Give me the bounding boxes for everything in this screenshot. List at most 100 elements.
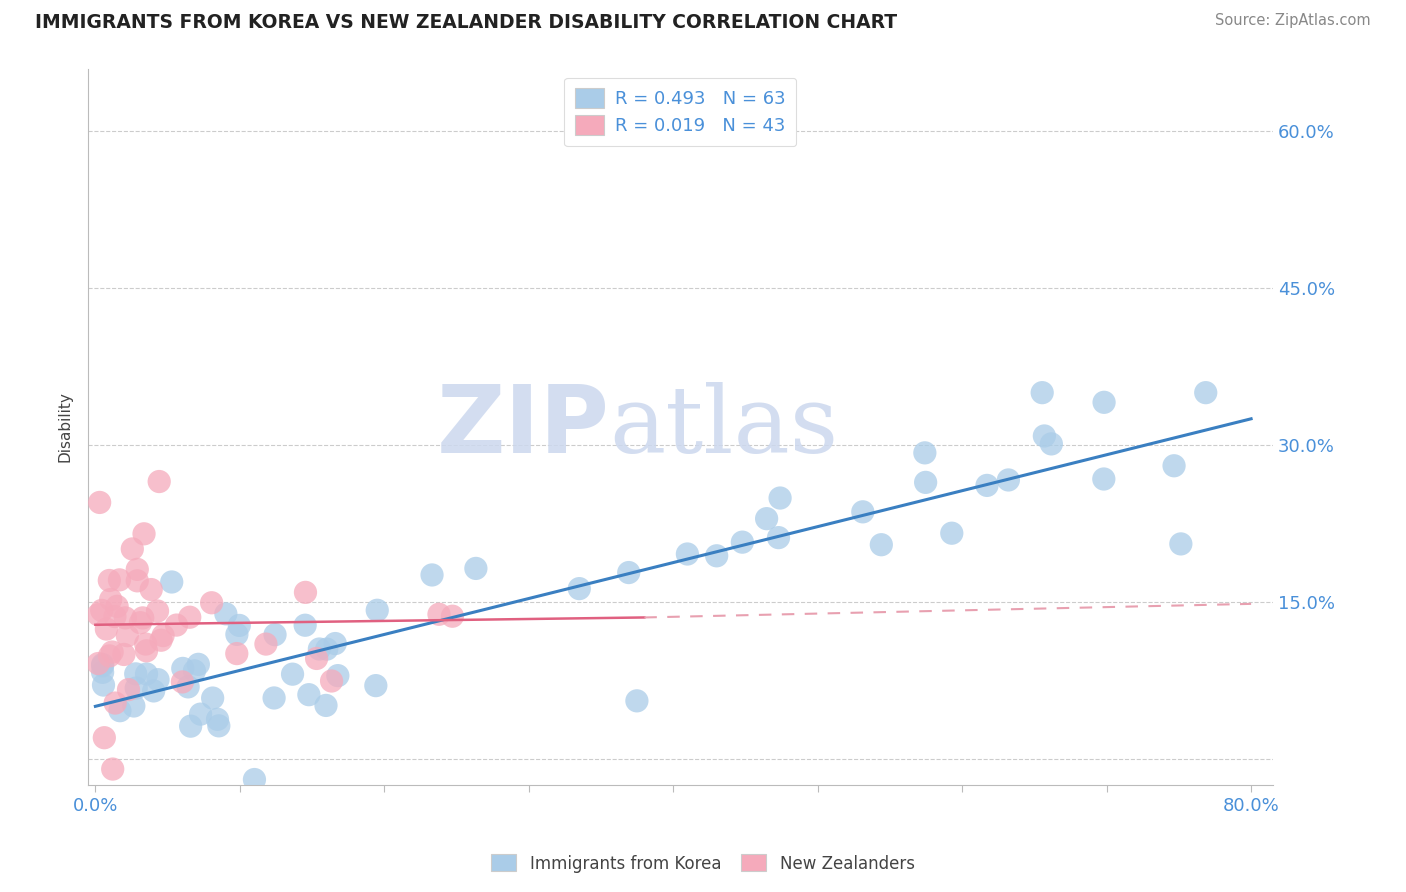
Point xyxy=(914,475,936,490)
Point xyxy=(105,599,128,614)
Point xyxy=(254,637,277,651)
Point xyxy=(127,562,149,576)
Point xyxy=(127,574,149,588)
Point xyxy=(104,696,127,710)
Point xyxy=(90,603,112,617)
Point xyxy=(568,582,591,596)
Point xyxy=(146,604,169,618)
Point xyxy=(1040,437,1063,451)
Point xyxy=(101,645,124,659)
Point xyxy=(617,566,640,580)
Point xyxy=(1092,395,1115,409)
Point xyxy=(225,647,247,661)
Point xyxy=(366,603,388,617)
Point xyxy=(180,719,202,733)
Point xyxy=(125,681,148,695)
Point xyxy=(305,651,328,665)
Point xyxy=(187,657,209,672)
Point xyxy=(768,531,790,545)
Point xyxy=(326,668,349,682)
Point xyxy=(243,772,266,787)
Point xyxy=(132,526,155,541)
Point xyxy=(87,657,110,671)
Point xyxy=(215,607,238,621)
Point xyxy=(93,678,115,692)
Point xyxy=(914,446,936,460)
Point xyxy=(150,633,173,648)
Point xyxy=(117,629,139,643)
Y-axis label: Disability: Disability xyxy=(58,392,72,462)
Point xyxy=(108,704,131,718)
Text: Source: ZipAtlas.com: Source: ZipAtlas.com xyxy=(1215,13,1371,29)
Point xyxy=(129,615,152,630)
Point xyxy=(1031,385,1053,400)
Point xyxy=(755,511,778,525)
Point xyxy=(93,731,115,745)
Point xyxy=(676,547,699,561)
Point xyxy=(201,691,224,706)
Point xyxy=(1163,458,1185,473)
Point xyxy=(321,673,343,688)
Point xyxy=(112,648,135,662)
Point xyxy=(122,698,145,713)
Point xyxy=(852,505,875,519)
Point xyxy=(98,648,121,663)
Point xyxy=(263,690,285,705)
Point xyxy=(323,636,346,650)
Point xyxy=(142,684,165,698)
Point xyxy=(101,762,124,776)
Point xyxy=(96,622,118,636)
Point xyxy=(141,582,163,597)
Point xyxy=(870,538,893,552)
Point xyxy=(100,592,122,607)
Point xyxy=(208,719,231,733)
Point xyxy=(769,491,792,505)
Point xyxy=(166,618,188,632)
Point xyxy=(731,535,754,549)
Point xyxy=(315,698,337,713)
Point xyxy=(179,610,201,624)
Point xyxy=(228,618,250,632)
Point xyxy=(941,526,963,541)
Point xyxy=(87,607,110,622)
Point xyxy=(427,607,450,622)
Point xyxy=(763,126,786,140)
Point xyxy=(114,611,136,625)
Point xyxy=(997,473,1019,487)
Point xyxy=(1170,537,1192,551)
Point xyxy=(183,664,205,678)
Point xyxy=(308,642,330,657)
Point xyxy=(626,694,648,708)
Point xyxy=(190,707,212,722)
Point xyxy=(91,665,114,680)
Point xyxy=(172,674,194,689)
Point xyxy=(706,549,728,563)
Point xyxy=(1033,429,1056,443)
Point xyxy=(172,661,194,675)
Point xyxy=(207,712,229,726)
Legend: R = 0.493   N = 63, R = 0.019   N = 43: R = 0.493 N = 63, R = 0.019 N = 43 xyxy=(564,78,796,146)
Text: atlas: atlas xyxy=(609,382,838,472)
Point xyxy=(976,478,998,492)
Point xyxy=(132,611,155,625)
Point xyxy=(89,495,111,509)
Point xyxy=(420,568,443,582)
Point xyxy=(294,618,316,632)
Point xyxy=(146,673,169,687)
Point xyxy=(135,637,157,651)
Point xyxy=(201,596,224,610)
Point xyxy=(98,574,121,588)
Point xyxy=(177,680,200,694)
Point xyxy=(315,642,337,657)
Point xyxy=(441,609,464,624)
Point xyxy=(117,682,139,697)
Point xyxy=(135,644,157,658)
Point xyxy=(225,627,247,641)
Point xyxy=(91,657,114,672)
Point xyxy=(160,574,183,589)
Point xyxy=(125,666,148,681)
Point xyxy=(135,667,157,681)
Point xyxy=(294,585,316,599)
Point xyxy=(108,573,131,587)
Point xyxy=(148,475,170,489)
